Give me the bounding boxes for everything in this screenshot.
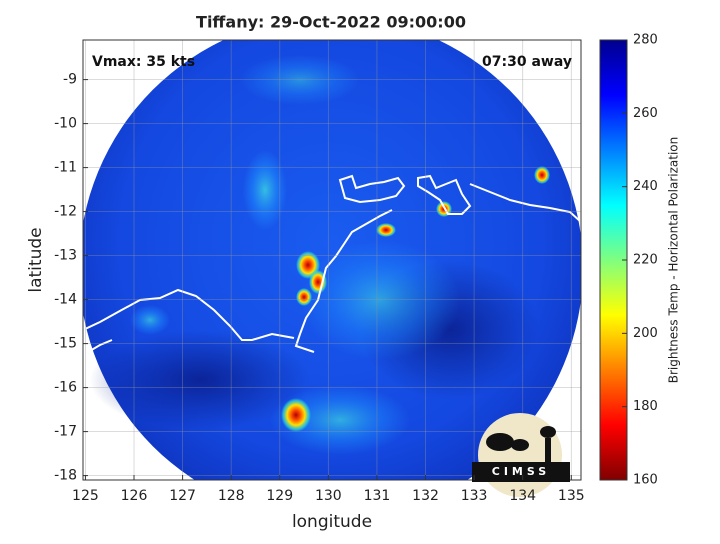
colorbar-tick-label: 280 (633, 33, 658, 48)
y-axis-label: latitude (26, 227, 46, 292)
colorbar-tick-label: 220 (633, 253, 658, 268)
x-tick-label: 128 (218, 488, 245, 504)
x-tick-label: 129 (266, 488, 293, 504)
logo-text: CIMSS (492, 465, 550, 478)
colorbar-tick-label: 200 (633, 326, 658, 341)
colorbar-label: Brightness Temp - Horizontal Polarizatio… (667, 137, 681, 384)
y-tick-label: -11 (54, 160, 77, 176)
y-tick-label: -15 (54, 336, 77, 352)
y-tick-label: -12 (54, 204, 77, 220)
x-tick-label: 130 (315, 488, 342, 504)
vmax-annotation: Vmax: 35 kts (92, 54, 195, 70)
coastline (83, 44, 581, 356)
y-tick-label: -17 (54, 424, 77, 440)
satellite-image (83, 40, 581, 480)
title: Tiffany: 29-Oct-2022 09:00:00 (196, 13, 466, 32)
x-tick-label: 127 (169, 488, 196, 504)
y-tick-label: -14 (54, 292, 77, 308)
colorbar-tick-label: 180 (633, 399, 658, 414)
x-tick-label: 131 (364, 488, 391, 504)
y-tick-label: -9 (63, 72, 77, 88)
y-tick-label: -18 (54, 468, 77, 484)
colorbar-tick-label: 260 (633, 106, 658, 121)
x-axis-label: longitude (292, 512, 372, 532)
y-tick-label: -10 (54, 116, 77, 132)
x-tick-label: 126 (121, 488, 148, 504)
colorbar-tick-label: 240 (633, 179, 658, 194)
x-tick-label: 133 (461, 488, 488, 504)
x-tick-label: 134 (509, 488, 536, 504)
time-annotation: 07:30 away (482, 54, 572, 70)
x-tick-label: 132 (412, 488, 439, 504)
x-tick-label: 125 (72, 488, 99, 504)
cimss-logo: CIMSS (472, 413, 570, 497)
plot-frame (82, 39, 582, 481)
colorbar-tick-label: 160 (633, 473, 658, 488)
y-tick-label: -16 (54, 380, 77, 396)
y-tick-label: -13 (54, 248, 77, 264)
x-tick-label: 135 (558, 488, 585, 504)
